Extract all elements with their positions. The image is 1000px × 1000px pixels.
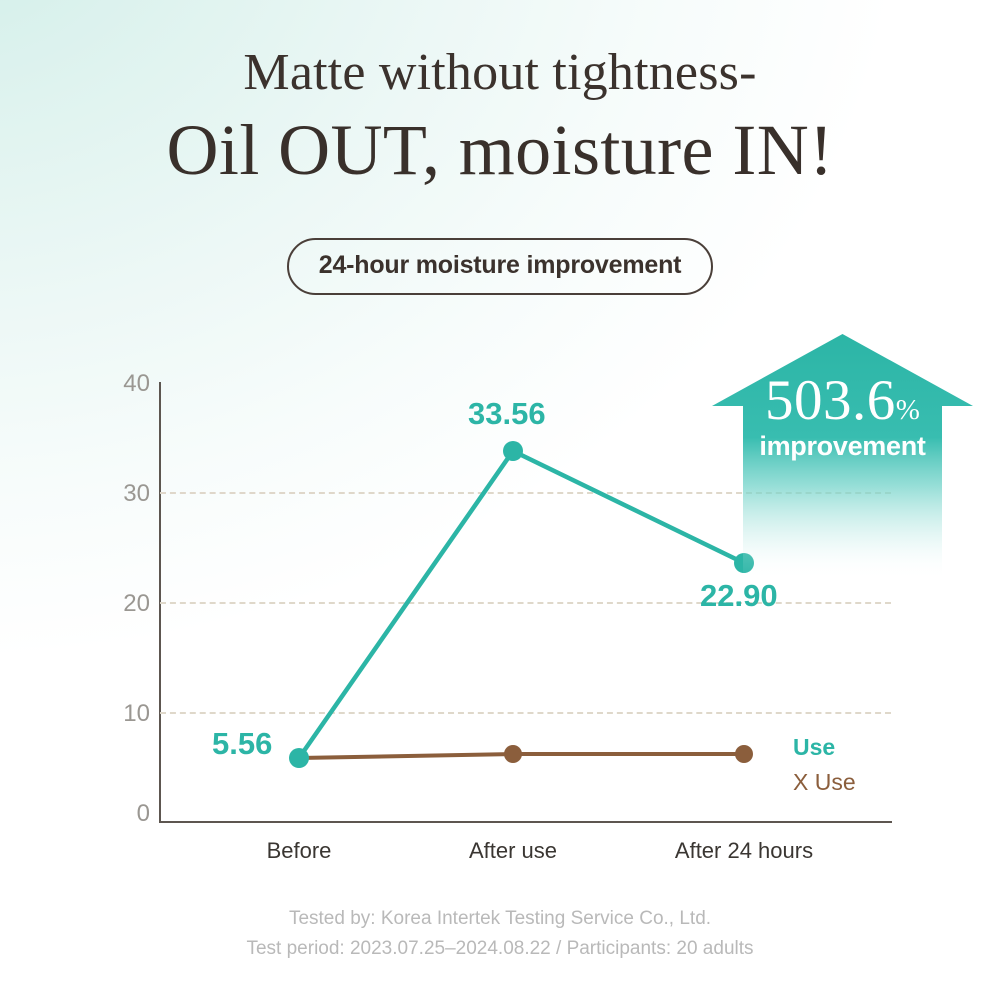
x-tick-before: Before xyxy=(266,838,332,863)
series-point-x-use-3 xyxy=(735,745,753,763)
series-point-x-use-2 xyxy=(504,745,522,763)
improvement-value: 503.6 xyxy=(765,369,896,432)
data-label-after-24h: 22.90 xyxy=(700,578,778,613)
gridline-10 xyxy=(160,712,891,714)
legend-item-use: Use xyxy=(793,734,836,760)
chart-legend: Use X Use xyxy=(793,730,856,800)
subtitle-pill: 24-hour moisture improvement xyxy=(286,238,714,295)
y-tick-20: 20 xyxy=(123,590,150,617)
series-line-x-use xyxy=(297,752,746,760)
percent-sign: % xyxy=(895,394,920,426)
improvement-percent-line: 503.6% xyxy=(700,372,985,429)
series-point-use-1 xyxy=(289,748,309,768)
legend-item-x-use: X Use xyxy=(793,769,856,795)
improvement-text-block: 503.6% improvement xyxy=(700,325,985,462)
data-label-before: 5.56 xyxy=(212,726,273,761)
y-tick-10: 10 xyxy=(123,700,150,727)
series-point-use-2 xyxy=(503,441,523,461)
x-tick-after-24h: After 24 hours xyxy=(674,838,814,863)
headline-line-1: Matte without tightness- xyxy=(243,44,757,101)
footnote-test-period: Test period: 2023.07.25–2024.08.22 / Par… xyxy=(246,938,754,959)
y-tick-40: 40 xyxy=(123,370,150,397)
x-tick-after-use: After use xyxy=(468,838,558,863)
y-tick-0: 0 xyxy=(136,800,150,827)
improvement-arrow-badge: 503.6% improvement xyxy=(700,325,985,580)
gridline-20 xyxy=(160,602,891,604)
data-label-after-use: 33.56 xyxy=(468,396,546,431)
footnote-tested-by: Tested by: Korea Intertek Testing Servic… xyxy=(288,908,712,929)
headline-line-2: Oil OUT, moisture IN! xyxy=(166,110,834,190)
improvement-caption: improvement xyxy=(759,431,926,461)
subtitle-pill-container: 24-hour moisture improvement xyxy=(0,238,1000,295)
x-axis-line xyxy=(159,821,892,823)
up-arrow-icon xyxy=(712,334,973,580)
y-tick-30: 30 xyxy=(123,480,150,507)
